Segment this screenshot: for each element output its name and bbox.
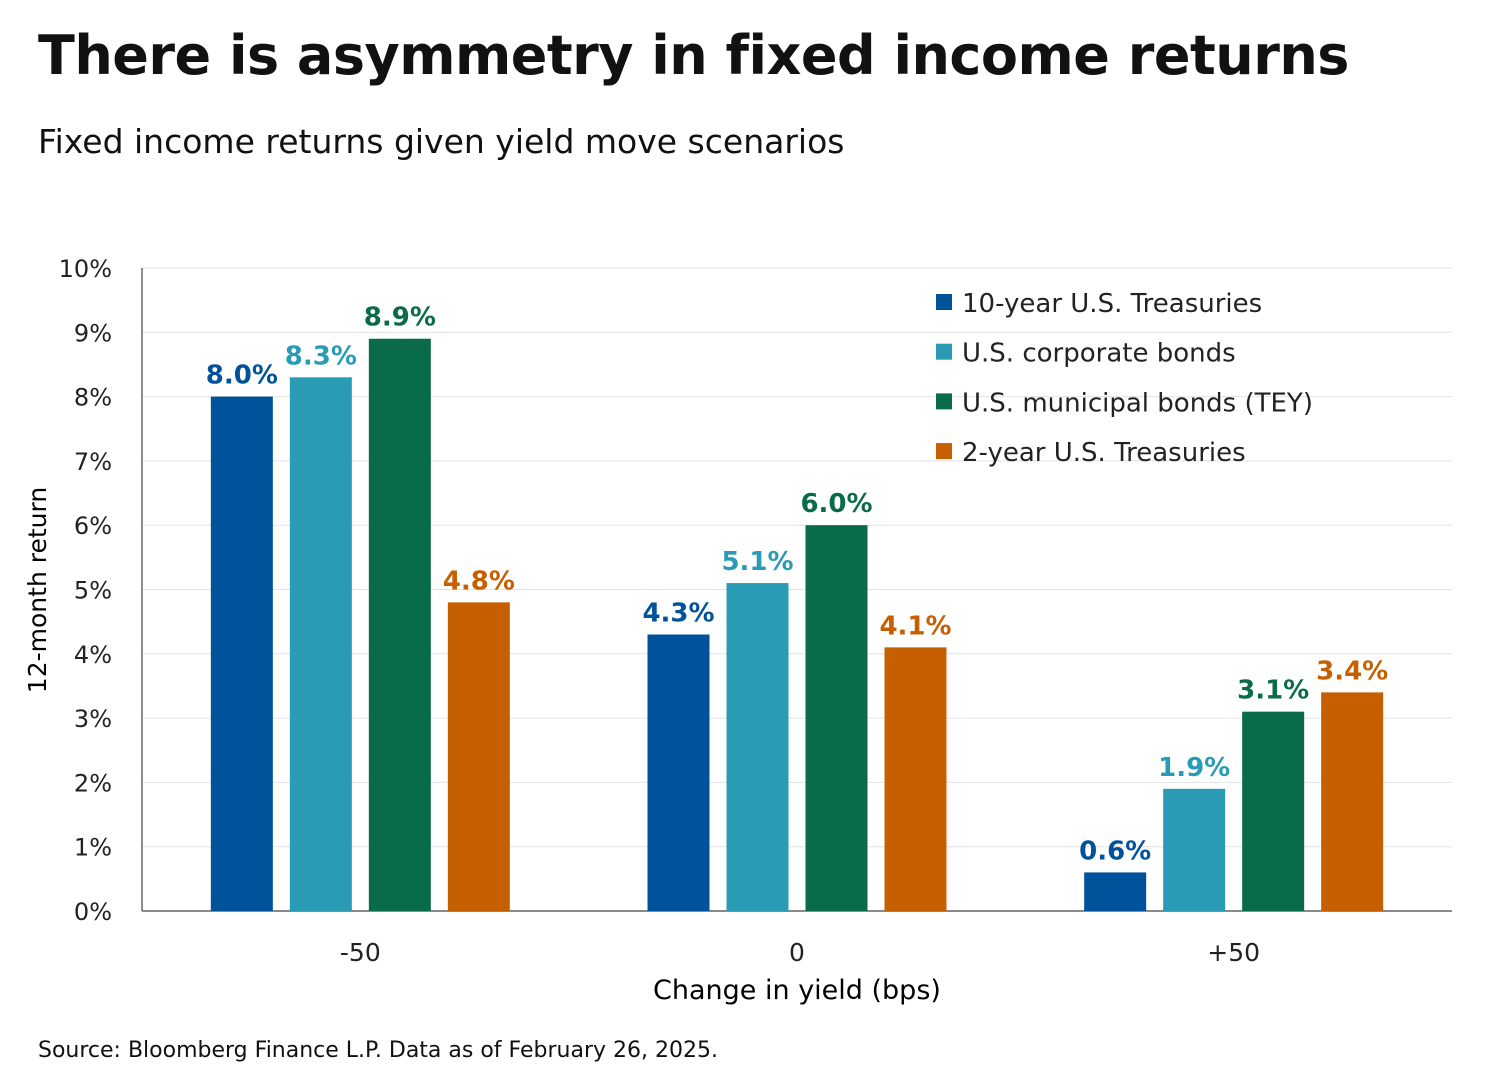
legend-label: U.S. municipal bonds (TEY) <box>962 388 1313 418</box>
source-note: Source: Bloomberg Finance L.P. Data as o… <box>38 1038 718 1063</box>
y-tick-label: 9% <box>74 319 112 347</box>
data-label: 3.1% <box>1237 676 1309 706</box>
legend-label: 10-year U.S. Treasuries <box>962 289 1262 319</box>
data-label: 5.1% <box>721 547 793 577</box>
bar <box>647 634 710 911</box>
data-label: 8.3% <box>285 341 357 371</box>
x-tick-label: +50 <box>1207 938 1260 967</box>
bar <box>1084 872 1147 911</box>
data-label: 4.3% <box>642 599 714 629</box>
legend-label: U.S. corporate bonds <box>962 339 1236 369</box>
y-tick-label: 4% <box>74 641 112 669</box>
y-tick-label: 7% <box>74 448 112 476</box>
y-tick-label: 10% <box>59 255 112 283</box>
legend-swatch <box>936 393 952 410</box>
data-label: 8.9% <box>364 303 436 333</box>
bar <box>805 525 868 911</box>
data-label: 6.0% <box>800 489 872 519</box>
data-label: 3.4% <box>1316 656 1388 686</box>
bar <box>1321 692 1384 911</box>
bar <box>289 377 352 911</box>
data-label: 0.6% <box>1079 836 1151 866</box>
bar <box>726 583 789 911</box>
bar <box>210 396 273 912</box>
y-axis-label: 12-month return <box>23 487 52 693</box>
legend-swatch <box>936 343 952 360</box>
bar <box>884 647 947 911</box>
bar <box>1242 711 1305 911</box>
y-tick-label: 0% <box>74 898 112 926</box>
data-label: 8.0% <box>206 361 278 391</box>
y-tick-label: 6% <box>74 512 112 540</box>
data-label: 1.9% <box>1158 753 1230 783</box>
legend-label: 2-year U.S. Treasuries <box>962 438 1246 468</box>
x-axis-label: Change in yield (bps) <box>653 975 941 1006</box>
bar <box>368 338 431 912</box>
x-tick-label: 0 <box>789 938 805 967</box>
legend-swatch <box>936 443 952 460</box>
chart-title: There is asymmetry in fixed income retur… <box>38 24 1349 87</box>
legend-swatch <box>936 294 952 310</box>
y-tick-label: 2% <box>74 769 112 797</box>
data-label: 4.1% <box>879 611 951 641</box>
data-label: 4.8% <box>443 566 515 596</box>
bar <box>1163 788 1226 911</box>
x-tick-label: -50 <box>340 938 381 967</box>
bar <box>447 602 510 911</box>
y-tick-label: 5% <box>74 577 112 605</box>
y-tick-label: 8% <box>74 384 112 412</box>
y-tick-label: 1% <box>74 834 112 862</box>
chart-subtitle: Fixed income returns given yield move sc… <box>38 122 845 161</box>
y-tick-label: 3% <box>74 705 112 733</box>
